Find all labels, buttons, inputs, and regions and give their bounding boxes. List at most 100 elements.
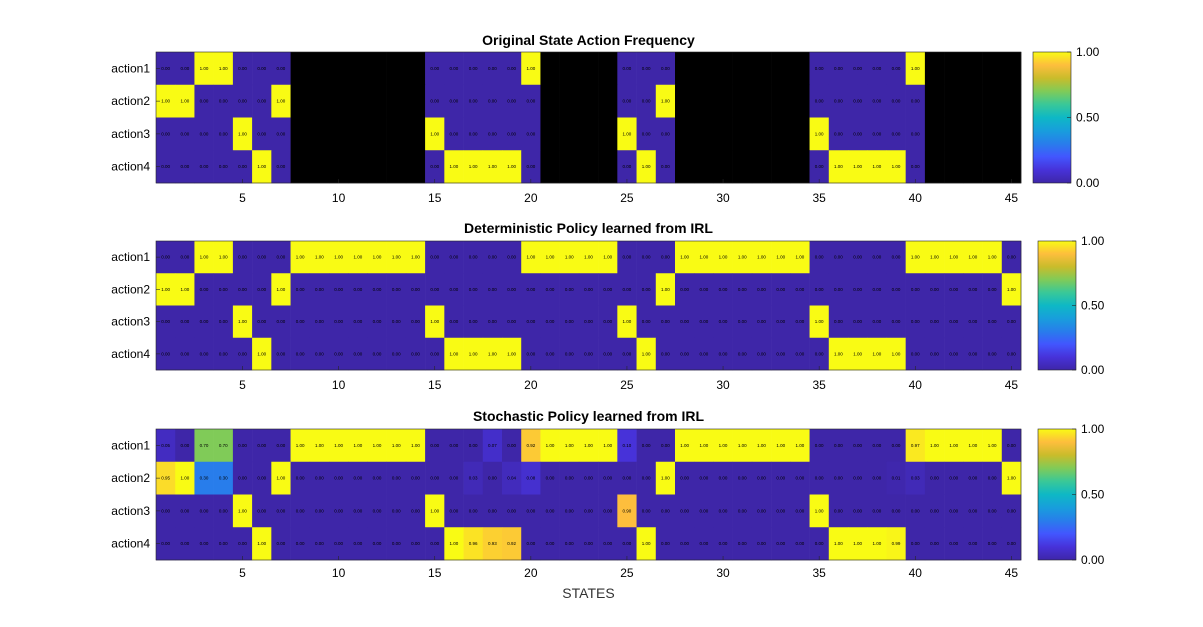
- heatmap-cell: [521, 273, 541, 306]
- heatmap-cell: [694, 52, 714, 86]
- cell-value-label: 0.00: [238, 255, 247, 260]
- cell-value-label: 1.00: [315, 443, 324, 448]
- heatmap-cell: [751, 337, 772, 371]
- heatmap-cell: [463, 429, 484, 463]
- cell-value-label: 0.00: [373, 287, 382, 292]
- heatmap-cell: [944, 241, 964, 274]
- cell-value-label: 1.00: [911, 255, 920, 260]
- cell-value-label: 0.00: [257, 476, 266, 481]
- cell-value-label: 0.00: [353, 351, 362, 356]
- cell-value-label: 1.00: [546, 255, 555, 260]
- row-label: action4: [111, 160, 150, 174]
- cell-value-label: 0.00: [450, 319, 459, 324]
- cell-value-label: 0.00: [1007, 255, 1016, 260]
- heatmap-cell: [924, 117, 945, 151]
- cell-value-label: 0.00: [796, 541, 805, 546]
- cell-value-label: 0.00: [911, 164, 920, 169]
- cell-value-label: 1.00: [969, 443, 978, 448]
- cell-value-label: 0.00: [430, 541, 439, 546]
- cell-value-label: 0.00: [699, 541, 708, 546]
- cell-value-label: 0.00: [392, 319, 401, 324]
- cell-value-label: 0.00: [526, 164, 535, 169]
- heatmap-cell: [405, 461, 426, 495]
- heatmap-cell: [213, 150, 234, 184]
- heatmap-cell: [905, 84, 926, 118]
- heatmap-cell: [540, 84, 560, 118]
- cell-value-label: 0.00: [411, 319, 420, 324]
- heatmap-cell: [848, 52, 868, 86]
- cell-value-label: 0.00: [603, 541, 612, 546]
- heatmap-cell: [559, 117, 580, 151]
- heatmap-cell: [348, 84, 368, 118]
- cell-value-label: 0.00: [930, 319, 939, 324]
- heatmap-cell: [271, 305, 291, 339]
- heatmap-cell: [636, 494, 657, 528]
- heatmap-cell: [482, 84, 503, 118]
- cell-value-label: 0.00: [430, 99, 439, 104]
- heatmap-cell: [867, 337, 887, 371]
- heatmap-cell: [252, 494, 272, 528]
- heatmap-cell: [521, 84, 541, 118]
- cell-value-label: 1.00: [603, 443, 612, 448]
- cell-value-label: 1.00: [949, 443, 958, 448]
- cell-value-label: 0.00: [161, 131, 170, 136]
- heatmap-cell: [194, 461, 214, 495]
- cell-value-label: 0.00: [603, 476, 612, 481]
- cell-value-label: 1.00: [623, 319, 632, 324]
- cell-value-label: 0.00: [200, 508, 209, 513]
- cell-value-label: 0.00: [507, 443, 516, 448]
- cell-value-label: 0.00: [238, 541, 247, 546]
- cell-value-label: 0.00: [430, 287, 439, 292]
- cell-value-label: 0.00: [680, 319, 689, 324]
- row-label: action2: [111, 282, 150, 296]
- cell-value-label: 0.00: [661, 443, 670, 448]
- heatmap-cell: [598, 494, 618, 528]
- cell-value-label: 1.00: [661, 476, 670, 481]
- cell-value-label: 0.00: [353, 287, 362, 292]
- cell-value-label: 0.00: [834, 287, 843, 292]
- cell-value-label: 1.00: [411, 255, 420, 260]
- chart-title: Stochastic Policy learned from IRL: [473, 408, 705, 424]
- heatmap-cell: [348, 305, 368, 339]
- heatmap-cell: [213, 305, 234, 339]
- row-label: action1: [111, 250, 150, 264]
- cell-value-label: 0.00: [507, 255, 516, 260]
- heatmap-cell: [425, 429, 445, 463]
- heatmap-cell: [367, 84, 387, 118]
- cell-value-label: 0.00: [623, 476, 632, 481]
- heatmap-cell: [675, 461, 695, 495]
- heatmap-cell: [982, 150, 1003, 184]
- heatmap-cell: [290, 429, 311, 463]
- cell-value-label: 0.00: [623, 99, 632, 104]
- heatmap-cell: [636, 117, 657, 151]
- heatmap-cell: [617, 429, 637, 463]
- heatmap-cell: [348, 429, 368, 463]
- heatmap-cell: [1001, 241, 1022, 274]
- heatmap-cell: [213, 241, 234, 274]
- heatmap-cell: [502, 494, 522, 528]
- cell-value-label: 0.00: [796, 508, 805, 513]
- heatmap-cell: [675, 52, 695, 86]
- cell-value-label: 1.00: [661, 99, 670, 104]
- heatmap-cell: [655, 337, 676, 371]
- heatmap-cell: [732, 273, 753, 306]
- heatmap-cell: [732, 527, 753, 561]
- heatmap-cell: [425, 150, 445, 184]
- cell-value-label: 0.00: [853, 319, 862, 324]
- cell-value-label: 0.00: [872, 476, 881, 481]
- heatmap-cell: [559, 52, 580, 86]
- cell-value-label: 0.00: [930, 541, 939, 546]
- cell-value-label: 0.00: [680, 541, 689, 546]
- cell-value-label: 0.03: [911, 476, 920, 481]
- cell-value-label: 0.00: [853, 443, 862, 448]
- cell-value-label: 0.00: [661, 255, 670, 260]
- heatmap-cell: [848, 117, 868, 151]
- row-label: action3: [111, 127, 150, 141]
- heatmap-cell: [405, 429, 426, 463]
- heatmap-cell: [982, 273, 1003, 306]
- cell-value-label: 1.00: [872, 164, 881, 169]
- colorbar-tick-label: 1.00: [1076, 45, 1100, 59]
- chart-title: Deterministic Policy learned from IRL: [464, 220, 713, 236]
- heatmap-cell: [156, 150, 176, 184]
- cell-value-label: 1.00: [546, 443, 555, 448]
